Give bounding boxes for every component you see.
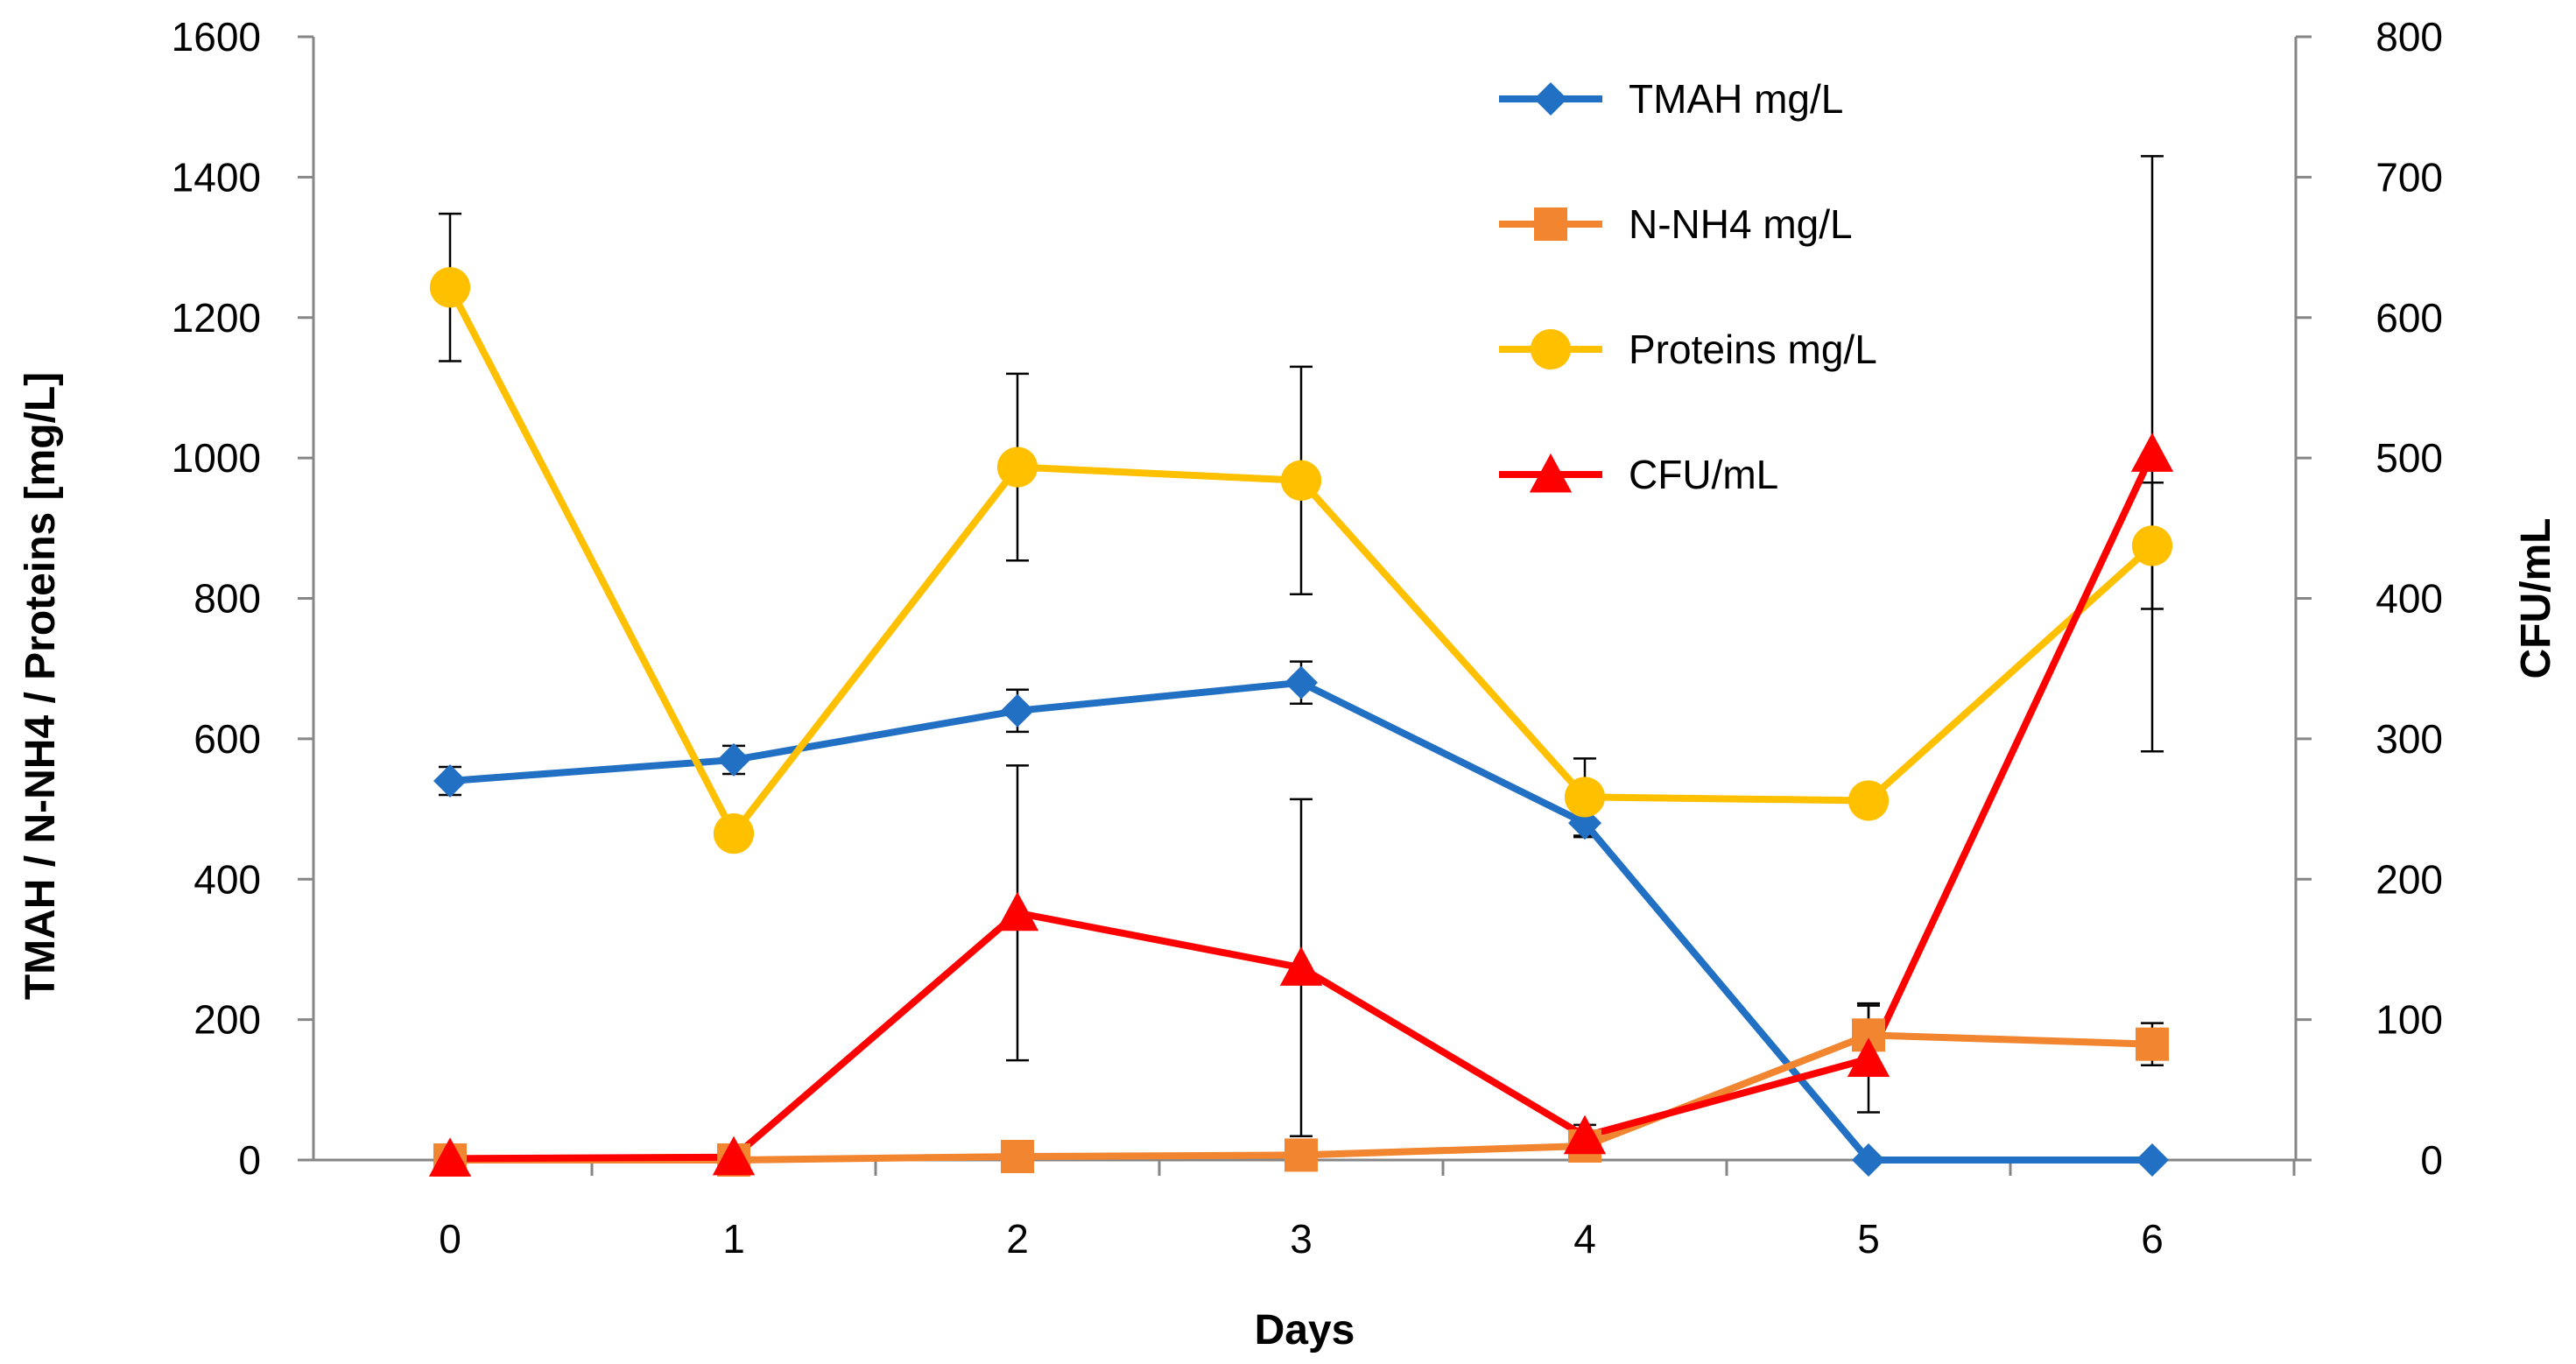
x-axis-title: Days	[1255, 1307, 1355, 1353]
legend-marker-diamond-icon	[1534, 82, 1567, 116]
y-axis-right-title: CFU/mL	[2513, 518, 2559, 679]
legend-label: N-NH4 mg/L	[1629, 201, 1853, 247]
legend-item-cfu-ml: CFU/mL	[1499, 452, 1778, 497]
y-tick-label-left: 0	[238, 1137, 261, 1183]
data-point-tmah-mg-l	[1284, 665, 1318, 700]
axes-layer: 0200400600800100012001400160001002003004…	[18, 14, 2559, 1353]
legend-item-n-nh4-mg-l: N-NH4 mg/L	[1499, 201, 1853, 247]
data-point-proteins-mg-l	[1280, 460, 1322, 501]
y-tick-label-left: 600	[194, 716, 261, 762]
y-tick-label-right: 700	[2375, 154, 2443, 200]
error-bars-layer	[439, 155, 2164, 1149]
data-point-tmah-mg-l	[1001, 693, 1034, 728]
data-point-tmah-mg-l	[2136, 1143, 2169, 1177]
legend-label: Proteins mg/L	[1629, 327, 1877, 372]
x-tick-label: 6	[2141, 1216, 2164, 1262]
data-point-cfu-ml	[712, 1135, 756, 1176]
x-tick-label: 5	[1857, 1216, 1880, 1262]
y-tick-label-left: 1000	[172, 435, 261, 481]
y-tick-label-right: 100	[2375, 997, 2443, 1043]
data-point-tmah-mg-l	[1852, 1143, 1885, 1177]
data-point-proteins-mg-l	[713, 813, 755, 854]
x-tick-label: 1	[722, 1216, 745, 1262]
legend-item-proteins-mg-l: Proteins mg/L	[1499, 327, 1877, 372]
x-tick-label: 3	[1290, 1216, 1313, 1262]
data-point-cfu-ml	[1847, 1037, 1890, 1078]
legend-label: TMAH mg/L	[1629, 76, 1843, 122]
y-tick-label-right: 500	[2375, 435, 2443, 481]
x-tick-label: 0	[439, 1216, 461, 1262]
legend-item-tmah-mg-l: TMAH mg/L	[1499, 76, 1843, 122]
data-point-n-nh4-mg-l	[2136, 1027, 2169, 1061]
data-point-n-nh4-mg-l	[1001, 1139, 1034, 1173]
y-tick-label-right: 600	[2375, 295, 2443, 341]
y-tick-label-right: 0	[2420, 1137, 2443, 1183]
x-tick-label: 2	[1006, 1216, 1029, 1262]
y-tick-label-left: 800	[194, 576, 261, 622]
data-point-n-nh4-mg-l	[1284, 1138, 1318, 1172]
legend-marker-square-icon	[1534, 207, 1567, 241]
y-tick-label-right: 200	[2375, 856, 2443, 902]
data-point-tmah-mg-l	[433, 763, 467, 798]
y-tick-label-right: 300	[2375, 716, 2443, 762]
y-tick-label-left: 200	[194, 997, 261, 1043]
x-tick-label: 4	[1573, 1216, 1596, 1262]
data-point-proteins-mg-l	[1564, 777, 1606, 818]
data-point-cfu-ml	[1279, 946, 1323, 986]
data-point-cfu-ml	[996, 891, 1039, 932]
legend-marker-triangle-icon	[1529, 453, 1573, 493]
y-tick-label-right: 400	[2375, 576, 2443, 622]
data-point-proteins-mg-l	[2131, 525, 2173, 566]
markers-layer	[428, 267, 2174, 1177]
data-point-tmah-mg-l	[717, 742, 750, 777]
legend-label: CFU/mL	[1629, 452, 1778, 497]
y-tick-label-left: 400	[194, 856, 261, 902]
data-point-cfu-ml	[1563, 1114, 1607, 1155]
legend: TMAH mg/L N-NH4 mg/L Proteins mg/L CFU/mL	[1499, 76, 1877, 497]
y-tick-label-left: 1600	[172, 14, 261, 60]
data-point-proteins-mg-l	[1848, 780, 1890, 821]
data-point-cfu-ml	[2130, 432, 2174, 472]
data-point-proteins-mg-l	[996, 446, 1038, 488]
data-point-proteins-mg-l	[429, 267, 471, 308]
legend-marker-circle-icon	[1530, 328, 1572, 370]
data-point-cfu-ml	[428, 1137, 472, 1177]
y-axis-left-title: TMAH / N-NH4 / Proteins [mg/L]	[18, 372, 64, 1000]
y-tick-label-left: 1200	[172, 295, 261, 341]
y-tick-label-left: 1400	[172, 154, 261, 200]
y-tick-label-right: 800	[2375, 14, 2443, 60]
